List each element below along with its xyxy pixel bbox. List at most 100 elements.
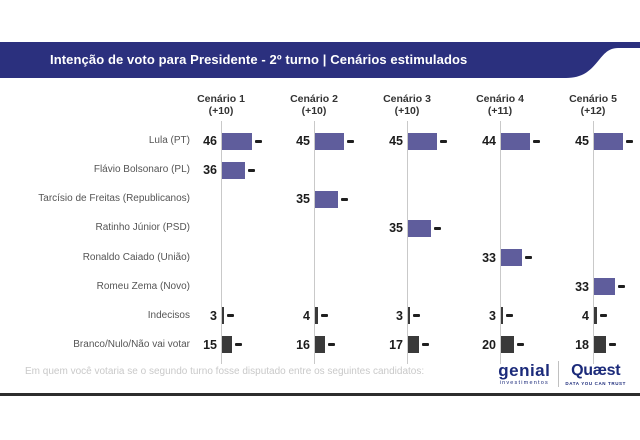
error-whisker bbox=[626, 139, 634, 143]
genial-logo-name: genial bbox=[498, 360, 551, 380]
value-label: 35 bbox=[389, 221, 403, 236]
error-whisker bbox=[234, 343, 242, 347]
bar-candidate bbox=[408, 132, 438, 150]
candidate-label: Lula (PT) bbox=[148, 135, 190, 146]
value-label: 18 bbox=[575, 337, 589, 352]
scenario-header-label: Cenário 3 bbox=[383, 93, 431, 105]
value-label: 3 bbox=[210, 308, 217, 323]
scenario-header: Cenário 3 (+10) bbox=[361, 93, 453, 117]
genial-logo: genial investimentos bbox=[490, 360, 558, 387]
value-label: 15 bbox=[203, 337, 217, 352]
error-whisker bbox=[320, 314, 328, 318]
candidate-label: Branco/Nulo/Não vai votar bbox=[73, 338, 190, 350]
quaest-logo-name: Quæst bbox=[571, 361, 621, 379]
error-whisker bbox=[347, 139, 355, 143]
bar-candidate bbox=[222, 132, 252, 150]
bar-other bbox=[408, 336, 420, 354]
bar-candidate bbox=[408, 219, 431, 237]
quaest-logo-tagline: DATA YOU CAN TRUST bbox=[565, 380, 626, 386]
scenario-header-sub: (+10) bbox=[301, 105, 327, 117]
logo-area: genial investimentos Quæst DATA YOU CAN … bbox=[490, 361, 632, 387]
bar-other bbox=[222, 307, 224, 325]
bar-other bbox=[222, 336, 232, 354]
candidate-label: Romeu Zema (Novo) bbox=[96, 280, 190, 292]
value-label: 33 bbox=[575, 279, 589, 294]
bar-other bbox=[501, 307, 503, 325]
error-whisker bbox=[440, 139, 448, 143]
value-label: 3 bbox=[396, 308, 403, 323]
error-whisker bbox=[422, 343, 430, 347]
bottom-divider bbox=[0, 393, 640, 396]
candidate-label: Tarcísio de Freitas (Republicanos) bbox=[38, 193, 190, 205]
quaest-logo: Quæst DATA YOU CAN TRUST bbox=[559, 362, 632, 387]
scenario-header: Cenário 2 (+10) bbox=[268, 93, 360, 117]
survey-question-footnote: Em quem você votaria se o segundo turno … bbox=[25, 366, 425, 377]
scenario-header: Cenário 5 (+12) bbox=[547, 93, 639, 117]
error-whisker bbox=[248, 168, 256, 172]
error-whisker bbox=[413, 314, 420, 318]
page-title: Intenção de voto para Presidente - 2º tu… bbox=[50, 52, 468, 67]
candidate-label: Ronaldo Caiado (União) bbox=[82, 251, 190, 263]
axis-line bbox=[500, 121, 501, 364]
bar-candidate bbox=[315, 132, 345, 150]
scenario-header-label: Cenário 4 bbox=[476, 93, 524, 105]
error-whisker bbox=[599, 314, 607, 318]
axis-line bbox=[407, 121, 408, 364]
error-whisker bbox=[608, 343, 616, 347]
value-label: 44 bbox=[482, 134, 496, 148]
bar-candidate bbox=[501, 249, 523, 267]
value-label: 17 bbox=[389, 337, 403, 352]
scenario-header-sub: (+11) bbox=[487, 105, 513, 117]
scenario-header: Cenário 4 (+11) bbox=[454, 93, 546, 117]
bar-other bbox=[594, 307, 597, 325]
error-whisker bbox=[433, 226, 441, 230]
error-whisker bbox=[227, 314, 234, 318]
scenario-header-sub: (+12) bbox=[580, 105, 606, 117]
value-label: 4 bbox=[303, 308, 310, 323]
value-label: 46 bbox=[203, 134, 217, 148]
value-label: 36 bbox=[203, 163, 217, 178]
genial-logo-tagline: investimentos bbox=[499, 379, 549, 386]
bar-candidate bbox=[501, 132, 530, 150]
error-whisker bbox=[618, 285, 626, 289]
bar-candidate bbox=[594, 132, 624, 150]
value-label: 35 bbox=[296, 192, 310, 207]
axis-line bbox=[593, 121, 594, 364]
candidate-label: Indecisos bbox=[147, 309, 190, 321]
value-label: 20 bbox=[482, 337, 496, 352]
value-label: 45 bbox=[575, 134, 589, 148]
bar-candidate bbox=[315, 190, 338, 208]
bar-other bbox=[594, 336, 606, 354]
logo-separator bbox=[558, 361, 560, 387]
value-label: 45 bbox=[296, 134, 310, 148]
candidate-label: Ratinho Júnior (PSD) bbox=[95, 222, 190, 234]
scenario-header-sub: (+10) bbox=[394, 105, 420, 117]
scenario-header: Cenário 1 (+10) bbox=[175, 93, 267, 117]
value-label: 3 bbox=[489, 308, 496, 323]
candidate-label: Flávio Bolsonaro (PL) bbox=[93, 164, 190, 176]
value-label: 33 bbox=[482, 250, 496, 265]
bar-candidate bbox=[594, 278, 616, 296]
error-whisker bbox=[517, 343, 524, 347]
axis-line bbox=[221, 121, 222, 364]
scenario-header-label: Cenário 2 bbox=[290, 93, 338, 105]
error-whisker bbox=[340, 197, 348, 201]
bar-other bbox=[408, 307, 410, 325]
bar-other bbox=[315, 336, 326, 354]
bar-other bbox=[501, 336, 514, 354]
error-whisker bbox=[254, 139, 262, 143]
scenario-header-sub: (+10) bbox=[208, 105, 234, 117]
scenario-header-label: Cenário 5 bbox=[569, 93, 617, 105]
error-whisker bbox=[532, 139, 540, 143]
bar-other bbox=[315, 307, 318, 325]
error-whisker bbox=[328, 343, 336, 347]
error-whisker bbox=[506, 314, 513, 318]
title-banner bbox=[0, 42, 640, 78]
error-whisker bbox=[525, 256, 533, 260]
axis-line bbox=[314, 121, 315, 364]
bar-candidate bbox=[222, 161, 246, 179]
scenario-header-label: Cenário 1 bbox=[197, 93, 245, 105]
value-label: 16 bbox=[296, 337, 310, 352]
value-label: 4 bbox=[582, 308, 589, 323]
